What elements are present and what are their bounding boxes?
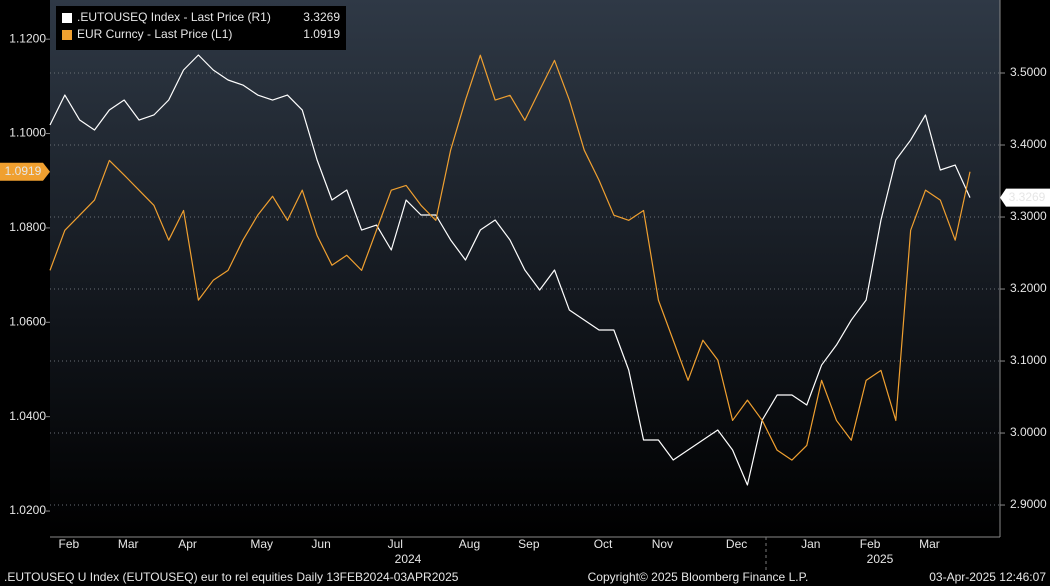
footer-center: Copyright© 2025 Bloomberg Finance L.P. bbox=[588, 570, 809, 584]
x-tick-label: Mar bbox=[118, 537, 139, 551]
series-line bbox=[49, 54, 971, 486]
year-label: 2024 bbox=[395, 552, 422, 566]
x-tick-label: Jan bbox=[801, 537, 820, 551]
x-tick-label: Feb bbox=[58, 537, 79, 551]
plot-area bbox=[50, 0, 1000, 537]
y-tick-label: 1.0200 bbox=[9, 503, 46, 517]
x-tick-label: Sep bbox=[518, 537, 540, 551]
y-tick-label: 1.0600 bbox=[9, 314, 46, 328]
x-tick-label: Apr bbox=[178, 537, 197, 551]
y2-tick-label: 3.4000 bbox=[1010, 137, 1047, 151]
x-tick-label: Jun bbox=[311, 537, 330, 551]
value-tag bbox=[0, 162, 50, 181]
legend-value: 1.0919 bbox=[303, 27, 340, 41]
y-tick-label: 1.0800 bbox=[9, 220, 46, 234]
x-tick-label: Oct bbox=[594, 537, 613, 551]
legend-label: .EUTOUSEQ Index - Last Price (R1) bbox=[77, 10, 271, 24]
x-tick-label: Jul bbox=[388, 537, 403, 551]
year-label: 2025 bbox=[867, 552, 894, 566]
series-layer bbox=[49, 54, 1000, 506]
y-tick-label: 1.1200 bbox=[9, 31, 46, 45]
x-tick-label: Dec bbox=[726, 537, 747, 551]
y2-tick-label: 3.5000 bbox=[1010, 65, 1047, 79]
y2-tick-label: 3.0000 bbox=[1010, 425, 1047, 439]
y-tick-label: 1.1000 bbox=[9, 126, 46, 140]
x-tick-label: May bbox=[250, 537, 273, 551]
y2-tick-label: 3.1000 bbox=[1010, 353, 1047, 367]
y2-tick-label: 2.9000 bbox=[1010, 497, 1047, 511]
x-tick-label: Feb bbox=[860, 537, 881, 551]
legend-label: EUR Curncy - Last Price (L1) bbox=[77, 27, 232, 41]
y2-tick-label: 3.2000 bbox=[1010, 281, 1047, 295]
x-tick-label: Mar bbox=[919, 537, 940, 551]
y2-tick-label: 3.3000 bbox=[1010, 209, 1047, 223]
legend-swatch bbox=[62, 13, 72, 23]
legend-swatch bbox=[62, 30, 72, 40]
x-tick-label: Nov bbox=[652, 537, 673, 551]
legend-box bbox=[56, 6, 346, 50]
legend-value: 3.3269 bbox=[303, 10, 340, 24]
y-tick-label: 1.0400 bbox=[9, 409, 46, 423]
series-line bbox=[49, 54, 971, 461]
value-tag-label: 1.0919 bbox=[5, 164, 42, 178]
footer-right: 03-Apr-2025 12:46:07 bbox=[929, 570, 1046, 584]
value-tag bbox=[1000, 188, 1050, 207]
footer-left: .EUTOUSEQ U Index (EUTOUSEQ) eur to rel … bbox=[4, 570, 459, 584]
x-tick-label: Aug bbox=[459, 537, 480, 551]
value-tag-label: 3.3269 bbox=[1009, 190, 1046, 204]
